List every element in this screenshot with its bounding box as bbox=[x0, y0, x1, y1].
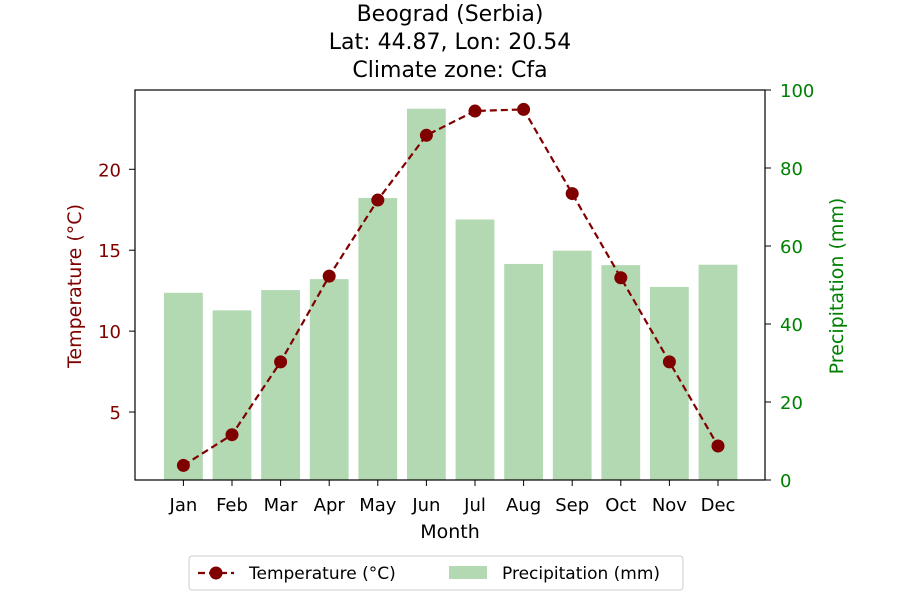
temperature-point bbox=[565, 187, 579, 201]
precipitation-bar bbox=[358, 198, 398, 480]
x-axis-label: Month bbox=[420, 521, 480, 543]
y-right-tick-label: 100 bbox=[780, 81, 814, 102]
x-tick-label: Jun bbox=[411, 495, 440, 516]
temperature-point bbox=[225, 428, 239, 442]
precipitation-bar bbox=[650, 286, 689, 480]
y-right-tick-label: 40 bbox=[780, 315, 803, 336]
precipitation-bars bbox=[164, 108, 738, 481]
y-right-tick-label: 0 bbox=[780, 471, 791, 492]
precipitation-bar bbox=[552, 250, 592, 480]
temperature-point bbox=[662, 355, 676, 369]
x-tick-label: Sep bbox=[555, 495, 589, 516]
x-tick-label: Dec bbox=[701, 495, 736, 516]
temperature-series-line bbox=[182, 108, 719, 467]
precipitation-bar bbox=[407, 108, 446, 480]
y-left-tick-label: 10 bbox=[98, 322, 121, 343]
legend: Temperature (°C) Precipitation (mm) bbox=[188, 555, 684, 591]
y-right-tick-label: 80 bbox=[780, 159, 803, 180]
y-axis-left: 5 10 15 20 bbox=[98, 160, 135, 424]
y-left-tick-label: 5 bbox=[110, 403, 121, 424]
precipitation-bar bbox=[212, 310, 252, 480]
legend-temperature-label: Temperature (°C) bbox=[248, 564, 396, 584]
x-tick-label: Nov bbox=[652, 495, 687, 516]
y-axis-right-label: Precipitation (mm) bbox=[826, 198, 848, 375]
legend-box bbox=[188, 555, 684, 591]
legend-temperature-marker bbox=[209, 566, 223, 580]
precipitation-bar bbox=[504, 263, 543, 480]
x-tick-label: Apr bbox=[314, 495, 346, 516]
y-axis-right: 0 20 40 60 80 100 bbox=[765, 81, 814, 492]
y-right-tick-label: 60 bbox=[780, 237, 803, 258]
y-axis-left-label: Temperature (°C) bbox=[64, 204, 86, 369]
chart-title-line: Lat: 44.87, Lon: 20.54 bbox=[329, 30, 571, 55]
x-tick-label: May bbox=[359, 495, 397, 516]
temperature-point bbox=[419, 128, 433, 142]
precipitation-bar bbox=[455, 219, 495, 481]
x-axis: Jan Feb Mar Apr May Jun Jul Aug Sep Oct Nov Dec bbox=[169, 480, 736, 516]
precipitation-bar bbox=[309, 279, 349, 480]
temperature-point bbox=[176, 458, 190, 472]
legend-precipitation-swatch bbox=[449, 566, 487, 579]
legend-precipitation-label: Precipitation (mm) bbox=[502, 564, 660, 584]
temperature-point bbox=[274, 355, 288, 369]
precipitation-bar bbox=[601, 265, 641, 480]
chart-title-line: Beograd (Serbia) bbox=[357, 2, 544, 27]
x-tick-label: Jul bbox=[463, 495, 486, 516]
temperature-point bbox=[614, 271, 628, 285]
temperature-point bbox=[371, 193, 385, 207]
x-tick-label: Jan bbox=[169, 495, 198, 516]
temperature-point bbox=[468, 104, 482, 118]
chart-title: Beograd (Serbia) Lat: 44.87, Lon: 20.54 Cl… bbox=[329, 2, 571, 83]
temperature-point bbox=[322, 269, 336, 283]
x-tick-label: Oct bbox=[605, 495, 636, 516]
temperature-point bbox=[517, 102, 531, 116]
y-right-tick-label: 20 bbox=[780, 393, 803, 414]
x-tick-label: Feb bbox=[216, 495, 248, 516]
temperature-line bbox=[176, 102, 725, 472]
chart-title-line: Climate zone: Cfa bbox=[352, 58, 547, 83]
plot-frame bbox=[134, 89, 766, 481]
precipitation-bar bbox=[261, 290, 300, 480]
x-tick-label: Aug bbox=[506, 495, 541, 516]
y-left-tick-label: 20 bbox=[98, 160, 121, 181]
x-tick-label: Mar bbox=[264, 495, 299, 516]
temperature-point bbox=[711, 439, 725, 453]
y-left-tick-label: 15 bbox=[98, 241, 121, 262]
precipitation-bar bbox=[164, 292, 203, 480]
